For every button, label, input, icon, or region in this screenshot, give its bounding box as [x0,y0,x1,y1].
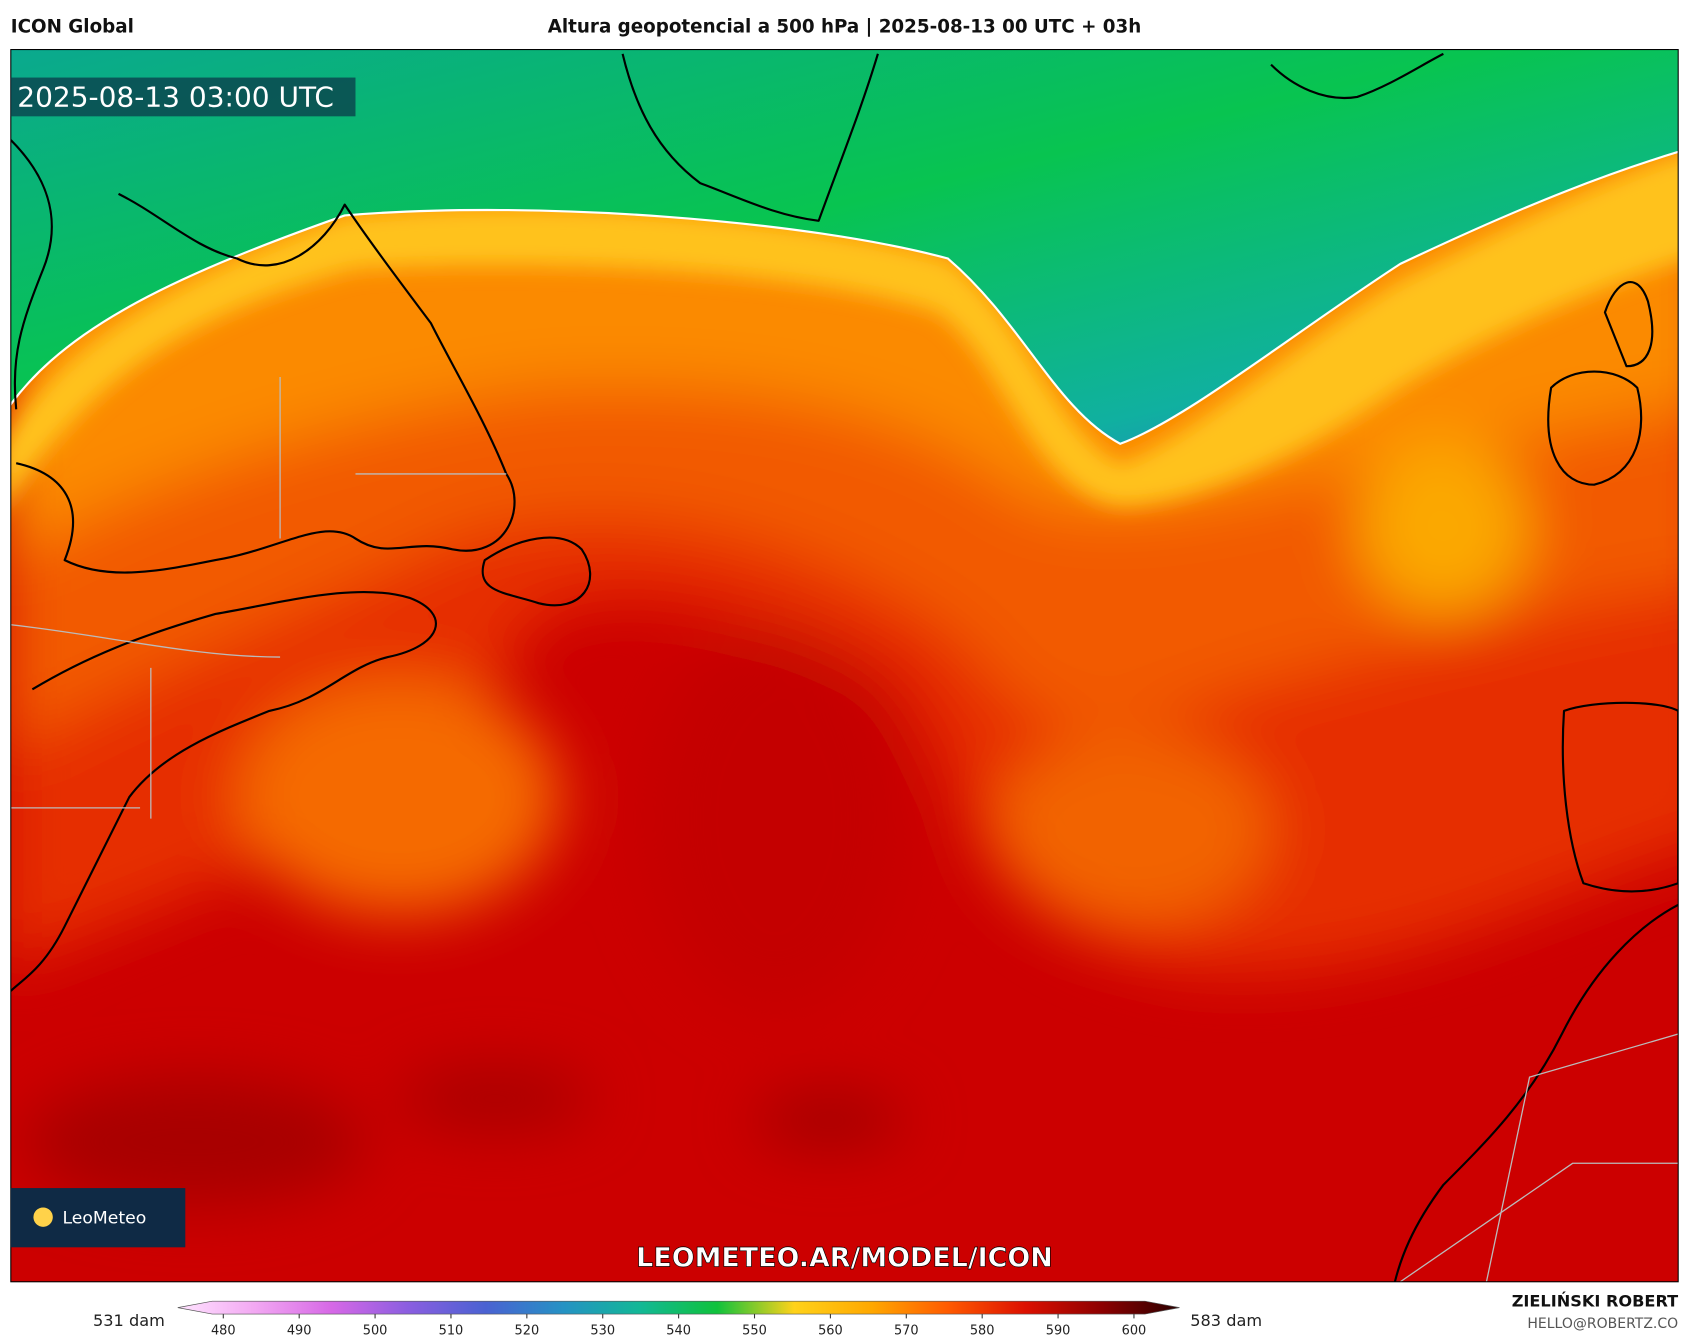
yellow-band [10,154,1679,507]
colorbar-tick-label: 590 [1046,1324,1071,1338]
author: ZIELIŃSKI ROBERT [1512,1292,1678,1311]
colorbar-tick-label: 600 [1122,1324,1147,1338]
green-region [10,49,1679,445]
colorbar-tick-label: 560 [818,1324,843,1338]
colorbar: 480 490 500 510 520 530 540 550 560 570 580 590 600 [177,1300,1180,1338]
colorbar-max-label: 583 dam [1190,1311,1262,1330]
coastlines [10,52,1679,1282]
colorbar-tick-label: 480 [211,1324,236,1338]
colorbar-tick-label: 540 [666,1324,691,1338]
logo-text: LeoMeteo [63,1209,147,1229]
watermark: LEOMETEO.AR/MODEL/ICON [636,1243,1053,1274]
colorbar-tick-label: 530 [590,1324,615,1338]
colorbar-tick-label: 500 [363,1324,388,1338]
model-name: ICON Global [11,16,134,37]
map-frame [10,49,1679,1283]
colorbar-tick-label: 550 [742,1324,767,1338]
colorbar-min-label: 531 dam [93,1311,165,1330]
colorbar-tick-label: 580 [970,1324,995,1338]
timestamp: 2025-08-13 03:00 UTC [17,81,334,114]
colorbar-tick-label: 510 [439,1324,464,1338]
email: HELLO@ROBERTZ.CO [1527,1316,1678,1332]
borders [10,376,1679,1282]
logo-sun [33,1207,53,1227]
timestamp-box [10,77,356,117]
map-title: Altura geopotencial a 500 hPa | 2025-08-… [548,16,1142,37]
colorbar-tick-label: 570 [894,1324,919,1338]
colorbar-tick-label: 520 [515,1324,540,1338]
colorbar-tick-label: 490 [287,1324,312,1338]
map [10,49,1679,1282]
colorbar-bar [177,1300,1180,1315]
